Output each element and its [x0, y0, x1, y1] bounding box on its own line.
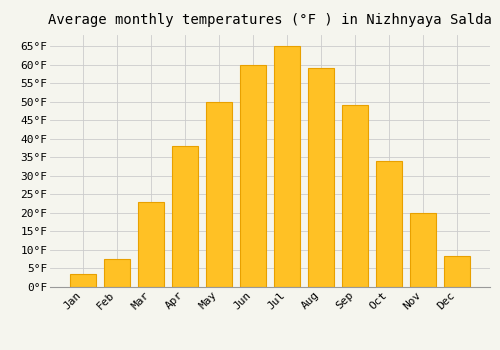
Bar: [240, 65, 266, 287]
Bar: [444, 256, 470, 287]
Bar: [410, 213, 436, 287]
Title: Average monthly temperatures (°F ) in Nizhnyaya Salda: Average monthly temperatures (°F ) in Ni…: [48, 13, 492, 27]
Bar: [376, 161, 402, 287]
Bar: [308, 68, 334, 287]
Bar: [138, 202, 164, 287]
Bar: [104, 259, 130, 287]
Bar: [274, 46, 300, 287]
Bar: [70, 274, 96, 287]
Bar: [172, 146, 198, 287]
Bar: [206, 102, 232, 287]
Bar: [342, 105, 368, 287]
